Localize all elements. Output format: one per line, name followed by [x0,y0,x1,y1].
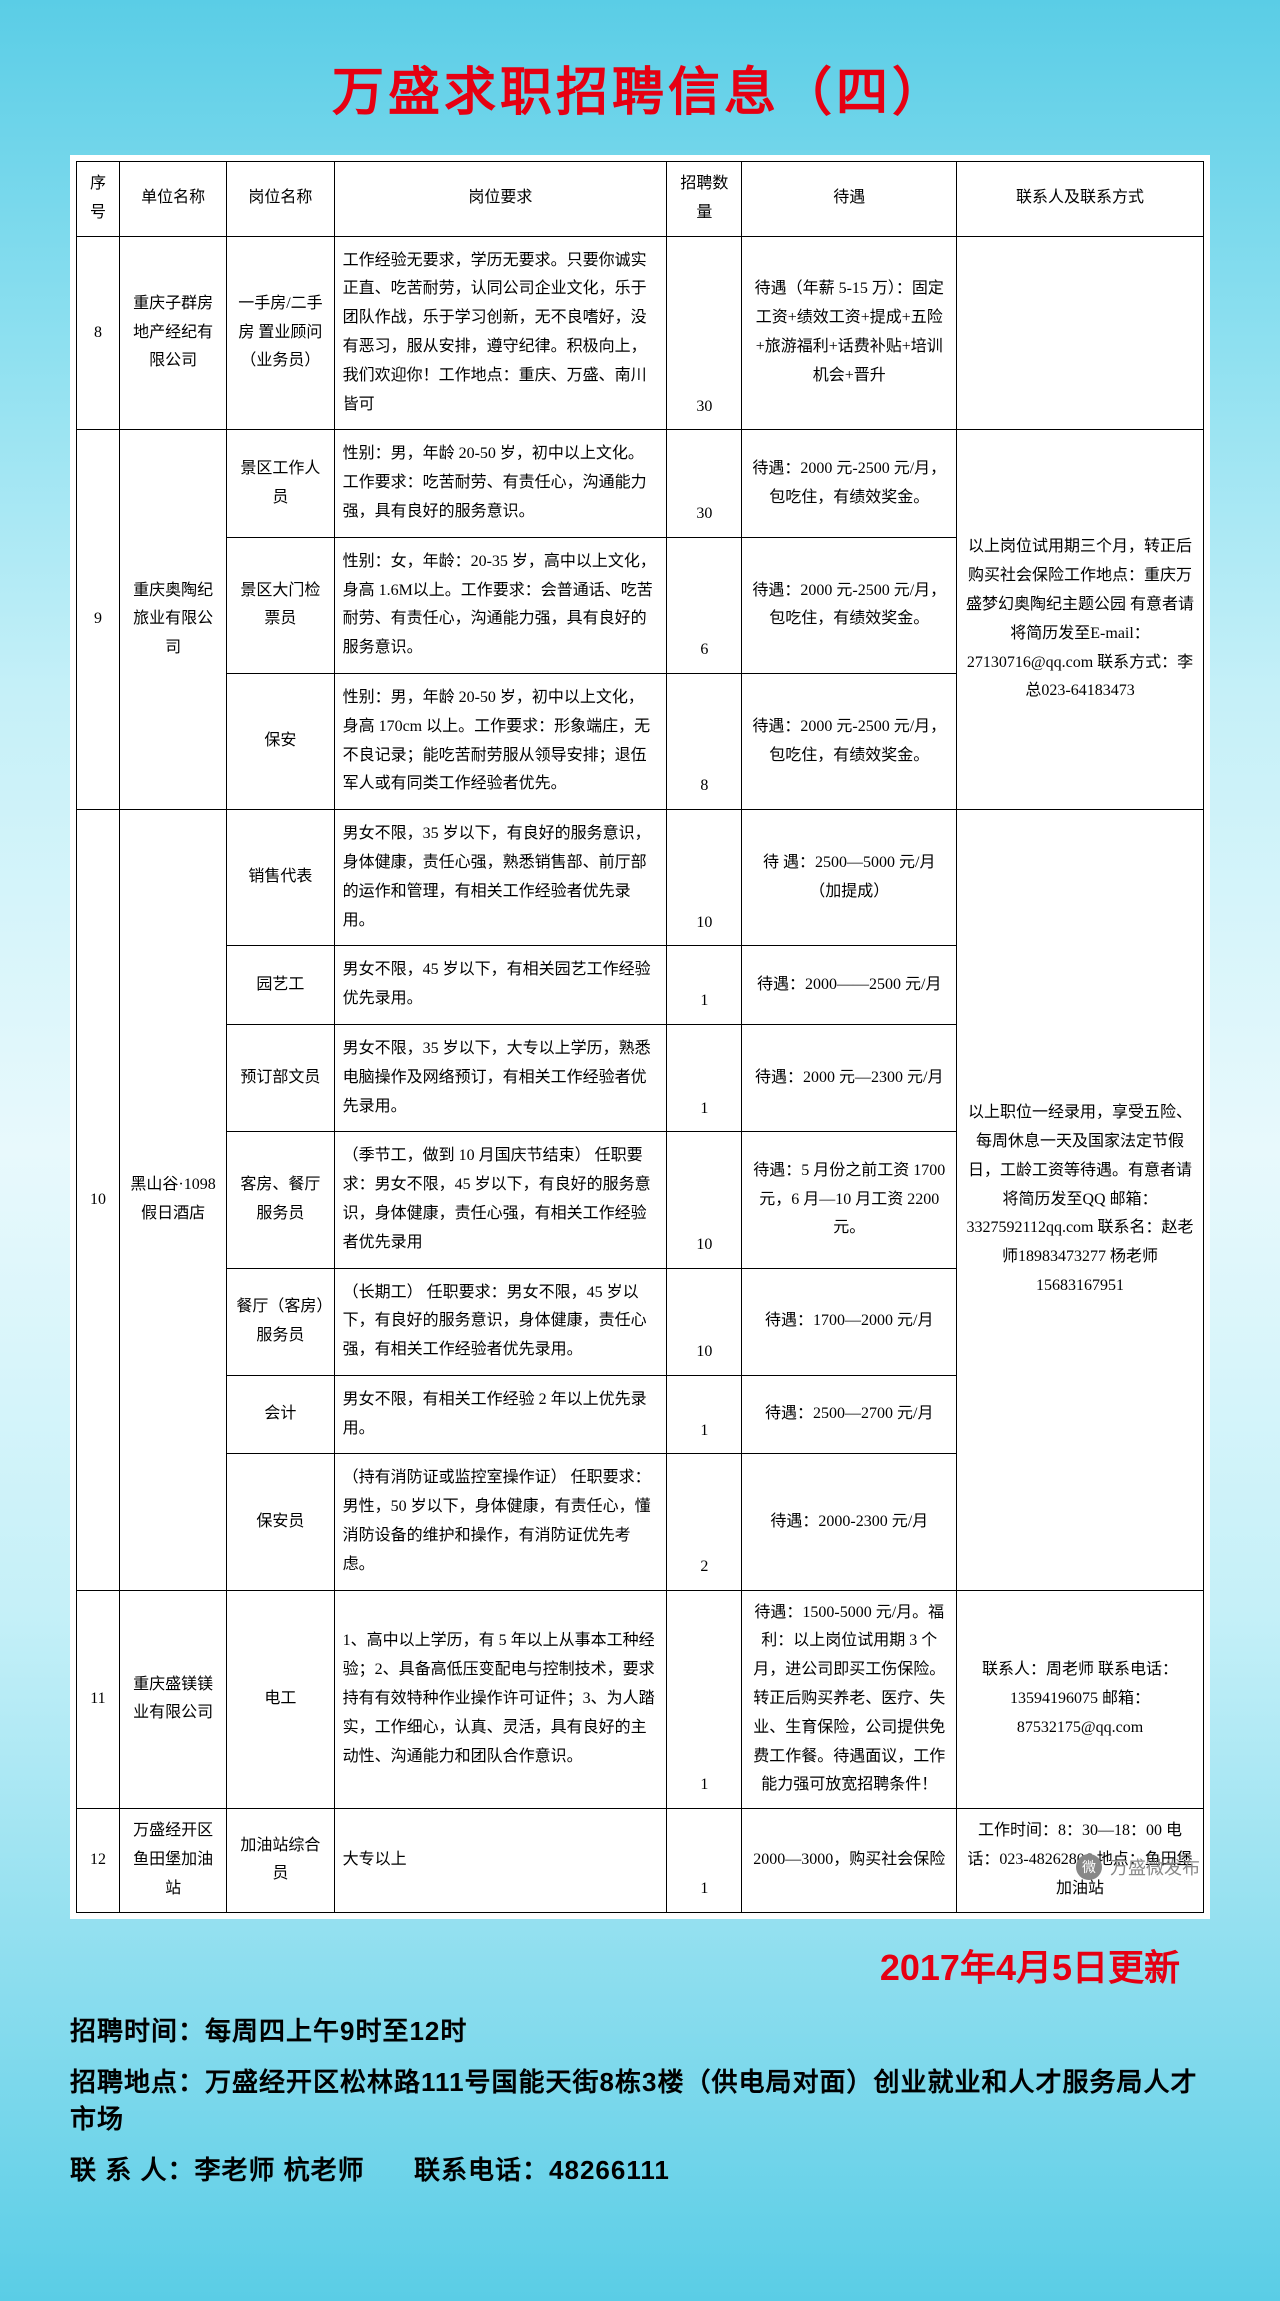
table-header-row: 序号 单位名称 岗位名称 岗位要求 招聘数量 待遇 联系人及联系方式 [77,162,1204,237]
table-cell: 6 [667,537,742,673]
header-salary: 待遇 [742,162,957,237]
table-cell: 1 [667,1809,742,1912]
table-cell: 1 [667,946,742,1025]
table-cell: 待遇（年薪 5-15 万）：固定工资+绩效工资+提成+五险+旅游福利+话费补贴+… [742,236,957,430]
header-position: 岗位名称 [227,162,334,237]
table-cell: 以上职位一经录用，享受五险、每周休息一天及国家法定节假日，工龄工资等待遇。有意者… [957,810,1204,1591]
table-cell: 1 [667,1590,742,1809]
table-cell: 工作经验无要求，学历无要求。只要你诚实正直、吃苦耐劳，认同公司企业文化，乐于团队… [334,236,667,430]
table-cell: 1、高中以上学历，有 5 年以上从事本工种经验；2、具备高低压变配电与控制技术，… [334,1590,667,1809]
header-contact: 联系人及联系方式 [957,162,1204,237]
table-cell: 10 [667,1132,742,1268]
table-cell: 性别：女，年龄：20-35 岁，高中以上文化，身高 1.6M以上。工作要求：会普… [334,537,667,673]
table-cell: 30 [667,236,742,430]
table-row: 11重庆盛镁镁业有限公司电工1、高中以上学历，有 5 年以上从事本工种经验；2、… [77,1590,1204,1809]
table-cell: 销售代表 [227,810,334,946]
table-row: 9重庆奥陶纪旅业有限公司景区工作人员性别：男，年龄 20-50 岁，初中以上文化… [77,430,1204,537]
footer-addr-label: 招聘地点： [70,2067,205,2097]
table-cell: 10 [667,1268,742,1375]
table-cell: 男女不限，有相关工作经验 2 年以上优先录用。 [334,1375,667,1454]
job-table: 序号 单位名称 岗位名称 岗位要求 招聘数量 待遇 联系人及联系方式 8重庆子群… [76,161,1204,1913]
table-row: 12万盛经开区鱼田堡加油站加油站综合员大专以上12000—3000，购买社会保险… [77,1809,1204,1912]
table-cell: 9 [77,430,120,810]
table-cell: 待遇：2000——2500 元/月 [742,946,957,1025]
wechat-name: 万盛微发布 [1110,1854,1200,1880]
table-cell: 重庆盛镁镁业有限公司 [119,1590,226,1809]
table-cell: 性别：男，年龄 20-50 岁，初中以上文化。工作要求：吃苦耐劳、有责任心，沟通… [334,430,667,537]
footer-contact: 联 系 人：李老师 杭老师 联系电话：48266111 [70,2150,1210,2187]
table-cell: 黑山谷·1098 假日酒店 [119,810,226,1591]
table-cell: 餐厅（客房）服务员 [227,1268,334,1375]
table-cell: 重庆奥陶纪旅业有限公司 [119,430,226,810]
table-cell: 待遇：1500-5000 元/月。福利：以上岗位试用期 3 个月，进公司即买工伤… [742,1590,957,1809]
table-cell: 待遇：2000 元—2300 元/月 [742,1024,957,1131]
table-cell: 待 遇：2500—5000 元/月（加提成） [742,810,957,946]
table-cell: 待遇：2000 元-2500 元/月，包吃住，有绩效奖金。 [742,430,957,537]
header-seq: 序号 [77,162,120,237]
page-title: 万盛求职招聘信息（四） [40,50,1240,125]
footer-phone-label: 联系电话： [414,2155,549,2185]
footer-time-label: 招聘时间： [70,2016,205,2046]
header-requirement: 岗位要求 [334,162,667,237]
table-cell: 2 [667,1454,742,1590]
table-cell: 8 [667,673,742,809]
footer-addr-value: 万盛经开区松林路111号国能天街8栋3楼（供电局对面）创业就业和人才服务局人才市… [70,2067,1197,2134]
header-company: 单位名称 [119,162,226,237]
footer-info: 招聘时间：每周四上午9时至12时 招聘地点：万盛经开区松林路111号国能天街8栋… [70,2011,1210,2187]
footer-contact-value: 李老师 杭老师 [194,2155,364,2185]
table-cell: （季节工，做到 10 月国庆节结束） 任职要求：男女不限，45 岁以下，有良好的… [334,1132,667,1268]
table-cell: 预订部文员 [227,1024,334,1131]
footer-addr: 招聘地点：万盛经开区松林路111号国能天街8栋3楼（供电局对面）创业就业和人才服… [70,2062,1210,2136]
footer-time: 招聘时间：每周四上午9时至12时 [70,2011,1210,2048]
table-cell: 园艺工 [227,946,334,1025]
update-date: 2017年4月5日更新 [40,1939,1180,1991]
table-cell: （长期工） 任职要求：男女不限，45 岁以下，有良好的服务意识，身体健康，责任心… [334,1268,667,1375]
table-cell: 一手房/二手房 置业顾问（业务员） [227,236,334,430]
table-cell: 待遇：2500—2700 元/月 [742,1375,957,1454]
table-cell: 保安 [227,673,334,809]
job-table-container: 序号 单位名称 岗位名称 岗位要求 招聘数量 待遇 联系人及联系方式 8重庆子群… [70,155,1210,1919]
table-cell: 性别：男，年龄 20-50 岁，初中以上文化，身高 170cm 以上。工作要求：… [334,673,667,809]
table-cell: 10 [77,810,120,1591]
table-cell: 2000—3000，购买社会保险 [742,1809,957,1912]
table-cell: 1 [667,1024,742,1131]
table-cell: 加油站综合员 [227,1809,334,1912]
footer-time-value: 每周四上午9时至12时 [205,2016,467,2046]
table-cell: 待遇：2000 元-2500 元/月，包吃住，有绩效奖金。 [742,537,957,673]
table-cell: 男女不限，45 岁以下，有相关园艺工作经验优先录用。 [334,946,667,1025]
table-cell: 联系人：周老师 联系电话：13594196075 邮箱：87532175@qq.… [957,1590,1204,1809]
header-count: 招聘数量 [667,162,742,237]
table-cell: 待遇：2000-2300 元/月 [742,1454,957,1590]
table-row: 8重庆子群房地产经纪有限公司一手房/二手房 置业顾问（业务员）工作经验无要求，学… [77,236,1204,430]
table-cell: 待遇：5 月份之前工资 1700 元，6 月—10 月工资 2200 元。 [742,1132,957,1268]
table-cell: 待遇：1700—2000 元/月 [742,1268,957,1375]
footer-phone-value: 48266111 [549,2155,670,2185]
table-cell: 景区大门检票员 [227,537,334,673]
table-cell: 1 [667,1375,742,1454]
table-cell: 电工 [227,1590,334,1809]
table-cell: 11 [77,1590,120,1809]
wechat-icon: 微 [1076,1854,1102,1880]
table-cell: 大专以上 [334,1809,667,1912]
table-cell: 景区工作人员 [227,430,334,537]
table-cell: （持有消防证或监控室操作证） 任职要求：男性，50 岁以下，身体健康，有责任心，… [334,1454,667,1590]
table-cell: 客房、餐厅服务员 [227,1132,334,1268]
table-cell: 男女不限，35 岁以下，有良好的服务意识，身体健康，责任心强，熟悉销售部、前厅部… [334,810,667,946]
footer-contact-label: 联 系 人： [70,2155,194,2185]
wechat-source: 微 万盛微发布 [1076,1854,1200,1880]
table-cell: 重庆子群房地产经纪有限公司 [119,236,226,430]
table-cell: 30 [667,430,742,537]
table-cell: 12 [77,1809,120,1912]
table-cell: 以上岗位试用期三个月，转正后购买社会保险工作地点：重庆万盛梦幻奥陶纪主题公园 有… [957,430,1204,810]
table-cell: 8 [77,236,120,430]
table-cell: 男女不限，35 岁以下，大专以上学历，熟悉电脑操作及网络预订，有相关工作经验者优… [334,1024,667,1131]
table-cell: 万盛经开区鱼田堡加油站 [119,1809,226,1912]
table-cell: 待遇：2000 元-2500 元/月，包吃住，有绩效奖金。 [742,673,957,809]
table-cell [957,236,1204,430]
table-cell: 会计 [227,1375,334,1454]
table-cell: 保安员 [227,1454,334,1590]
table-row: 10黑山谷·1098 假日酒店销售代表男女不限，35 岁以下，有良好的服务意识，… [77,810,1204,946]
table-cell: 10 [667,810,742,946]
